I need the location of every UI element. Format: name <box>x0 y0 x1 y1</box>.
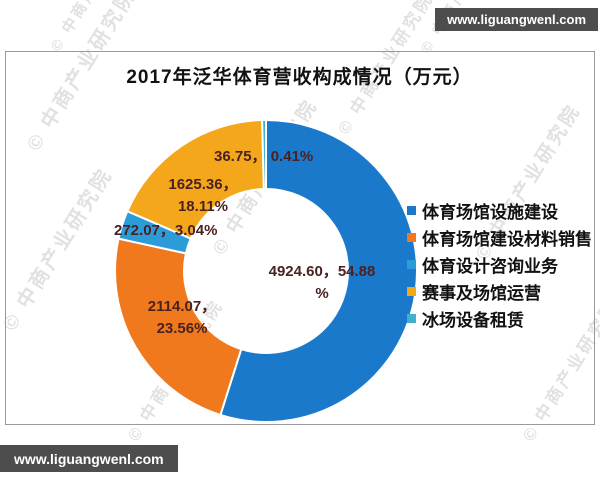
pie-slice-1 <box>114 237 243 417</box>
legend-item-2: 体育设计咨询业务 <box>407 251 592 278</box>
pie-slice-4 <box>261 118 267 191</box>
chart-frame <box>5 51 595 425</box>
legend-item-3: 赛事及场馆运营 <box>407 278 592 305</box>
slice-label-1: 2114.07， 23.56% <box>147 298 217 337</box>
legend-label: 赛事及场馆运营 <box>422 284 541 303</box>
legend-label: 体育场馆建设材料销售 <box>422 230 592 249</box>
watermark-banner-top: www.liguangwenl.com <box>435 8 598 31</box>
legend-swatch-icon <box>407 206 416 215</box>
chart-title: 2017年泛华体育营收构成情况（万元） <box>126 67 473 88</box>
pie-slice-0 <box>219 118 418 423</box>
legend-item-4: 冰场设备租赁 <box>407 305 592 332</box>
slice-label-2: 272.07，3.04% <box>114 222 218 239</box>
slice-label-3: 1625.36， 18.11% <box>168 176 238 215</box>
legend-label: 冰场设备租赁 <box>422 311 524 330</box>
slice-label-4: 36.75， 0.41% <box>214 148 314 165</box>
legend-swatch-icon <box>407 287 416 296</box>
legend-item-0: 体育场馆设施建设 <box>407 197 592 224</box>
legend-swatch-icon <box>407 260 416 269</box>
legend-label: 体育场馆设施建设 <box>422 203 558 222</box>
slice-label-0: 4924.60，54.88 % <box>268 263 376 302</box>
legend-swatch-icon <box>407 314 416 323</box>
legend-label: 体育设计咨询业务 <box>422 257 558 276</box>
watermark-banner-bottom: www.liguangwenl.com <box>0 445 178 472</box>
legend-swatch-icon <box>407 233 416 242</box>
chart-legend: 体育场馆设施建设体育场馆建设材料销售 体育设计咨询业务 赛事及场馆运营 冰场设备租赁 <box>407 197 592 332</box>
legend-item-1: 体育场馆建设材料销售 <box>407 224 592 251</box>
